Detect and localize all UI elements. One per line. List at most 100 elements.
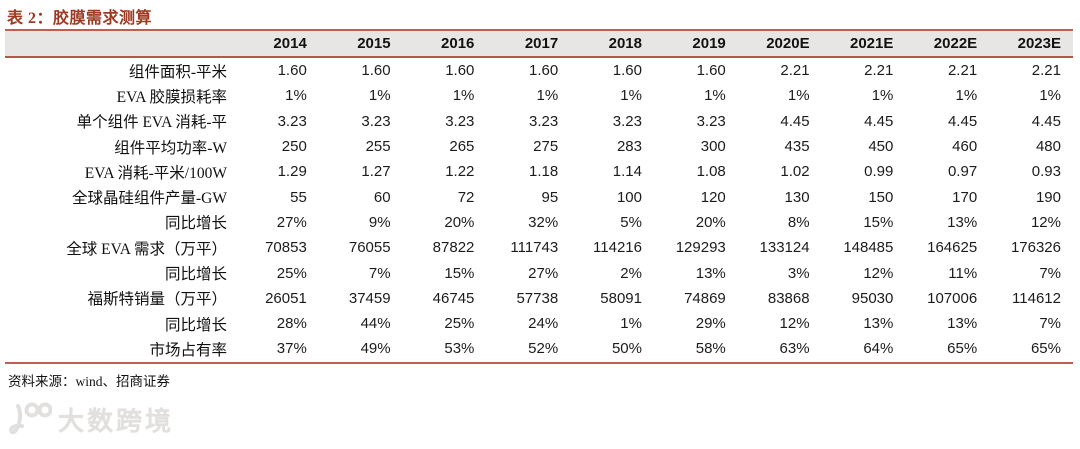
value-cell: 46745: [432, 289, 475, 307]
value-cell: 20%: [695, 213, 726, 231]
value-cell: 49%: [360, 340, 391, 358]
value-cell: 450: [868, 138, 894, 156]
value-cell: 1.29: [277, 163, 307, 181]
value-cell: 148485: [843, 239, 894, 257]
year-column-header: 2015: [357, 35, 391, 52]
value-cell: 4.45: [864, 112, 894, 130]
value-cell: 1%: [704, 87, 726, 105]
value-cell: 27%: [528, 264, 559, 282]
value-cell: 435: [784, 138, 810, 156]
value-cell: 13%: [695, 264, 726, 282]
film-demand-table: 2014 2015 2016 2017 2018 2019 2020E 2021E 2022E 2…: [5, 29, 1073, 364]
watermark-text: 大数跨境: [58, 405, 175, 436]
value-cell: 3.23: [445, 112, 475, 130]
value-cell: 1.60: [361, 62, 391, 80]
year-column-header: 2023E: [1017, 35, 1061, 52]
value-cell: 63%: [779, 340, 810, 358]
value-cell: 300: [700, 138, 726, 156]
value-cell: 4.45: [780, 112, 810, 130]
value-cell: 1%: [368, 87, 391, 105]
value-cell: 26051: [265, 289, 307, 307]
value-cell: 2.21: [1031, 62, 1061, 80]
value-cell: 15%: [444, 264, 475, 282]
value-cell: 11%: [948, 264, 978, 282]
value-cell: 1.08: [696, 163, 726, 181]
row-label-cell: 同比增长: [164, 316, 227, 334]
table-row: 组件平均功率-W 250 255 265 275 283 300 435 450 460 480: [5, 134, 1073, 159]
header-corner-cell: [5, 30, 235, 57]
table-row: 同比增长 28% 44% 25% 24% 1% 29% 12% 13% 13% 7%: [5, 311, 1073, 336]
value-cell: 1.60: [445, 62, 475, 80]
value-cell: 1.14: [612, 163, 642, 181]
value-cell: 64%: [863, 340, 894, 358]
value-cell: 114216: [593, 239, 642, 257]
value-cell: 3.23: [361, 112, 391, 130]
row-label-cell: 全球 EVA 需求（万平）: [66, 240, 227, 258]
value-cell: 460: [952, 138, 978, 156]
value-cell: 9%: [368, 213, 391, 231]
value-cell: 76055: [348, 239, 391, 257]
value-cell: 65%: [1030, 340, 1061, 358]
table-title: 表 2：胶膜需求测算: [7, 10, 153, 27]
watermark-100-logo-icon: [8, 400, 52, 438]
value-cell: 20%: [444, 213, 475, 231]
value-cell: 95: [541, 188, 559, 206]
value-cell: 130: [784, 188, 810, 206]
year-column-header: 2016: [441, 35, 475, 52]
table-row: 单个组件 EVA 消耗-平 3.23 3.23 3.23 3.23 3.23 3.23 4.4…: [5, 109, 1073, 134]
table-row: 福斯特销量（万平） 26051 37459 46745 57738 58091 74869 8…: [5, 286, 1073, 311]
table-row: 全球晶硅组件产量-GW 55 60 72 95 100 120 130 150 170 190: [5, 184, 1073, 209]
value-cell: 111743: [510, 239, 559, 257]
value-cell: 1%: [871, 87, 894, 105]
value-cell: 57738: [516, 289, 559, 307]
value-cell: 1%: [787, 87, 810, 105]
value-cell: 65%: [947, 340, 978, 358]
year-column-header: 2014: [273, 35, 307, 52]
value-cell: 12%: [779, 315, 810, 333]
value-cell: 1%: [955, 87, 978, 105]
value-cell: 1.22: [445, 163, 475, 181]
value-cell: 1.60: [612, 62, 642, 80]
value-cell: 58091: [600, 289, 642, 307]
value-cell: 74869: [684, 289, 726, 307]
value-cell: 3.23: [696, 112, 726, 130]
value-cell: 55: [290, 188, 307, 206]
value-cell: 25%: [444, 315, 475, 333]
value-cell: 12%: [863, 264, 894, 282]
value-cell: 7%: [1039, 264, 1061, 282]
row-label-cell: 组件平均功率-W: [114, 139, 227, 157]
value-cell: 50%: [611, 340, 642, 358]
source-note: 资料来源：wind、招商证券: [8, 374, 170, 389]
row-label-cell: 全球晶硅组件产量-GW: [72, 190, 227, 208]
value-cell: 1%: [620, 315, 642, 333]
value-cell: 1.60: [528, 62, 559, 80]
value-cell: 5%: [620, 213, 642, 231]
value-cell: 13%: [947, 213, 978, 231]
value-cell: 72: [457, 188, 475, 206]
watermark: 大数跨境: [8, 400, 174, 438]
year-column-header: 2022E: [933, 35, 978, 52]
table-row: 同比增长 25% 7% 15% 27% 2% 13% 3% 12% 11% 7%: [5, 260, 1073, 285]
value-cell: 58%: [695, 340, 726, 358]
value-cell: 44%: [360, 315, 391, 333]
value-cell: 12%: [1030, 213, 1061, 231]
value-cell: 95030: [851, 289, 894, 307]
value-cell: 4.45: [1031, 112, 1061, 130]
value-cell: 164625: [927, 239, 978, 257]
value-cell: 114612: [1012, 289, 1061, 307]
year-column-header: 2020E: [766, 35, 810, 52]
value-cell: 60: [373, 188, 391, 206]
table-header-row: 2014 2015 2016 2017 2018 2019 2020E 2021E 2022E 2…: [5, 30, 1073, 57]
row-label-cell: EVA 胶膜损耗率: [116, 88, 227, 106]
value-cell: 0.99: [864, 163, 894, 181]
row-label-cell: 福斯特销量（万平）: [87, 291, 227, 309]
table-body: 组件面积-平米 1.60 1.60 1.60 1.60 1.60 1.60 2.21 2.21 2…: [5, 57, 1073, 363]
value-cell: 2.21: [864, 62, 894, 80]
row-label-cell: 同比增长: [164, 215, 227, 233]
value-cell: 3.23: [528, 112, 559, 130]
table-row: 同比增长 27% 9% 20% 32% 5% 20% 8% 15% 13% 12%: [5, 210, 1073, 235]
value-cell: 2.21: [947, 62, 978, 80]
table-row: EVA 消耗-平米/100W 1.29 1.27 1.22 1.18 1.14 1.08 1.…: [5, 159, 1073, 184]
value-cell: 83868: [767, 289, 810, 307]
